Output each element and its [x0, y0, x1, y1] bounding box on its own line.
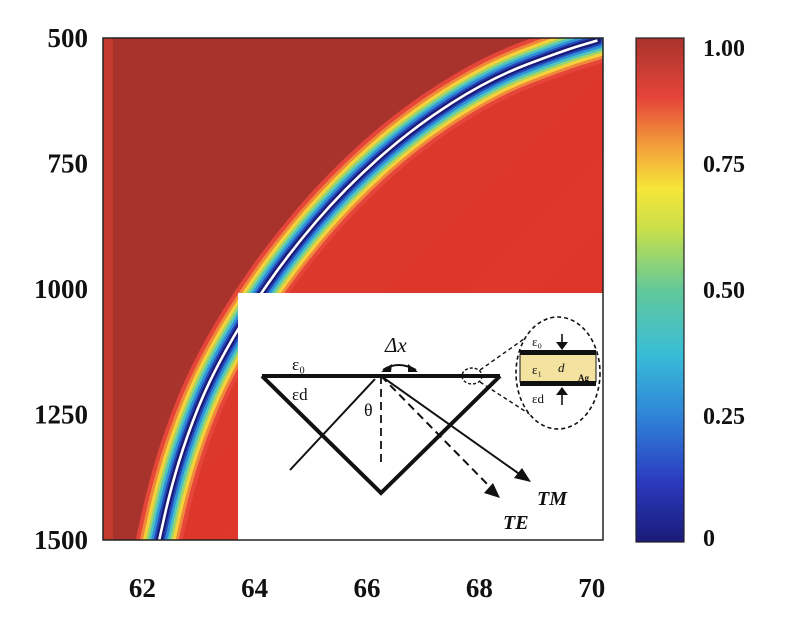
heatmap-plot-area: [103, 38, 603, 540]
colorbar-tick-label: 0.25: [703, 404, 745, 430]
x-tick-label: 64: [241, 573, 268, 603]
resonance-curve: [157, 39, 598, 540]
x-tick-label: 62: [129, 573, 156, 603]
incident-ray: [289, 378, 376, 471]
zoom-marker-circle: [461, 367, 483, 385]
label-eps0: ε₀: [292, 355, 305, 374]
left-edge-band: [103, 38, 113, 540]
colorbar-tick-label: 0.50: [703, 278, 745, 304]
te-ray: [380, 375, 495, 492]
y-tick-label: 1000: [34, 274, 88, 304]
layer-bottom-boundary: [520, 381, 596, 386]
label-te: TE: [503, 512, 529, 534]
y-tick-label: 750: [48, 149, 89, 179]
tm-arrowhead: [514, 468, 531, 482]
y-tick-label: 500: [48, 23, 89, 53]
x-tick-label: 66: [354, 573, 381, 603]
colorbar-tick-label: 0: [703, 526, 715, 552]
plot-frame: [102, 37, 604, 541]
delta-x-arrowhead-left: [381, 364, 392, 372]
prism-outline: [260, 374, 502, 496]
thickness-arrowhead-top: [556, 342, 568, 350]
colorbar: [635, 37, 685, 543]
label-delta-x: Δx: [384, 333, 407, 357]
colorbar-ticks: 1.00 0.75 0.50 0.25 0: [703, 36, 745, 552]
colorbar-tick-label: 0.75: [703, 152, 745, 178]
zoom-label-epsd: εd: [532, 391, 544, 406]
heatmap-left-region: [103, 38, 592, 540]
layer-top-boundary: [520, 350, 596, 355]
zoom-label-eps1: ε₁: [532, 362, 542, 377]
te-arrowhead: [484, 483, 500, 498]
label-theta: θ: [364, 400, 373, 420]
x-tick-label: 70: [578, 573, 605, 603]
x-tick-label: 68: [466, 573, 493, 603]
x-axis-ticks: 62 64 66 68 70: [129, 573, 605, 603]
colorbar-tick-label: 1.00: [703, 36, 745, 62]
zoom-label-d: d: [558, 360, 565, 375]
zoom-label-eps0: ε₀: [532, 334, 542, 349]
y-tick-label: 1250: [34, 400, 88, 430]
prism-inset: ε₀ εd Δx θ TM TE ε₀ ε₁ d Ag εd: [238, 293, 604, 541]
tm-ray: [380, 375, 526, 479]
zoom-label-ag: Ag: [578, 373, 589, 383]
label-tm: TM: [537, 488, 568, 510]
y-tick-label: 1500: [34, 525, 88, 555]
thickness-arrowhead-bottom: [556, 387, 568, 395]
delta-x-arrowhead-right: [408, 364, 418, 372]
y-axis-ticks: 500 750 1000 1250 1500: [34, 23, 88, 555]
label-epsd: εd: [292, 385, 308, 404]
